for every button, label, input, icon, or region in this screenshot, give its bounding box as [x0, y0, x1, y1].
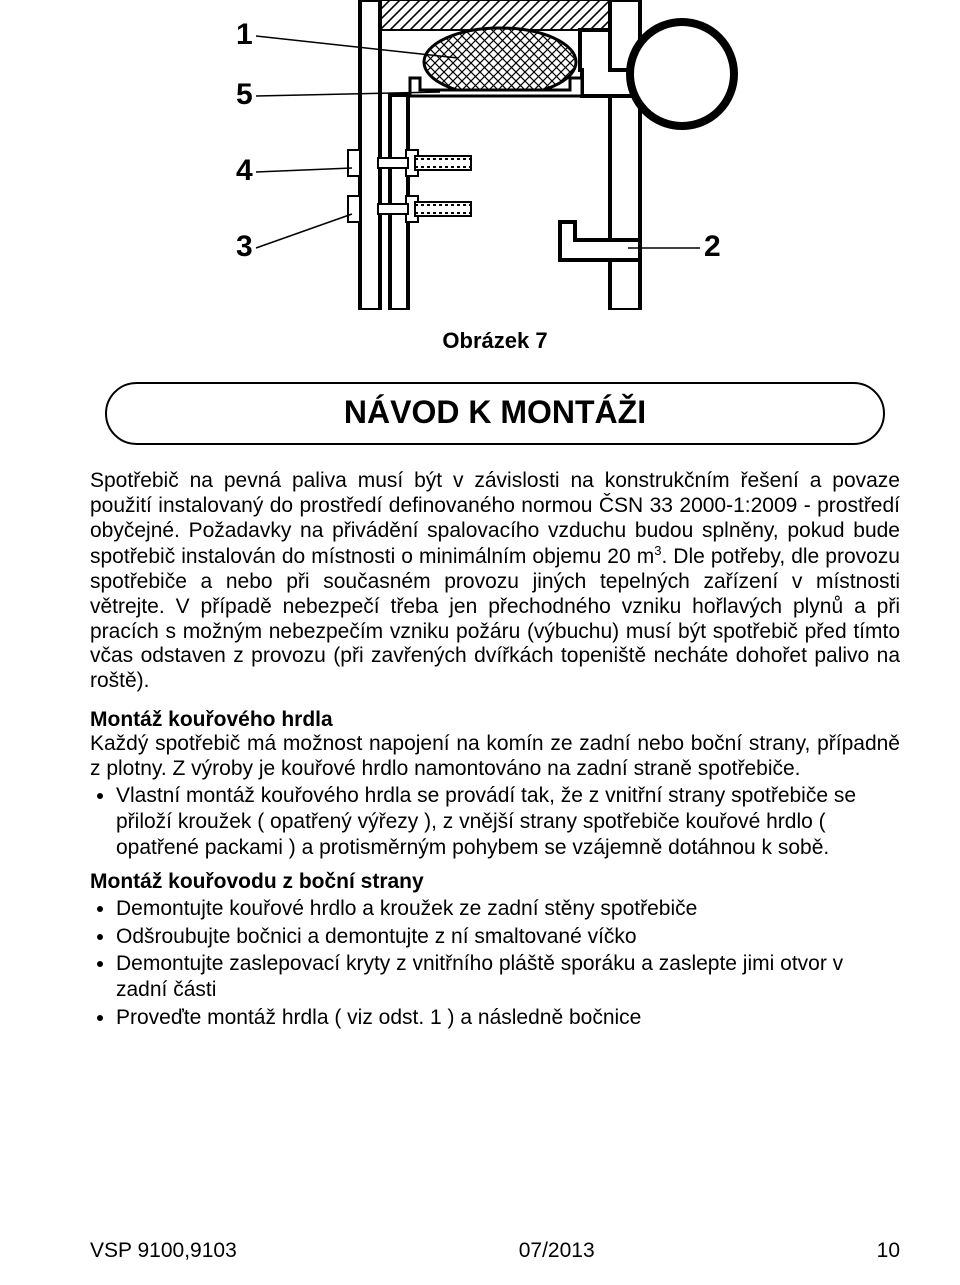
list-item: Vlastní montáž kouřového hrdla se provád…	[116, 783, 900, 860]
section-title: NÁVOD K MONTÁŽI	[105, 382, 885, 445]
figure-caption: Obrázek 7	[90, 328, 900, 354]
footer-center: 07/2013	[519, 1239, 595, 1263]
diagram-label-4: 4	[236, 154, 253, 187]
footer-right: 10	[877, 1239, 900, 1263]
list-item: Demontujte kouřové hrdlo a kroužek ze za…	[116, 896, 900, 922]
diagram-label-5: 5	[236, 78, 253, 111]
subheading-1: Montáž kouřového hrdla	[90, 708, 900, 732]
page: 1 5 4 3 2 Obrázek 7 NÁVOD K MONTÁŽI Spot…	[0, 0, 960, 1285]
bullet-list-1: Vlastní montáž kouřového hrdla se provád…	[90, 783, 900, 860]
list-item: Demontujte zaslepovací kryty z vnitřního…	[116, 951, 900, 1002]
intro-paragraph: Spotřebič na pevná paliva musí být v záv…	[90, 469, 900, 694]
bullet-list-2: Demontujte kouřové hrdlo a kroužek ze za…	[90, 896, 900, 1030]
diagram-label-2: 2	[704, 230, 721, 263]
list-item: Odšroubujte bočnici a demontujte z ní sm…	[116, 924, 900, 950]
figure-7-diagram: 1 5 4 3 2	[210, 0, 780, 310]
subheading-2: Montáž kouřovodu z boční strany	[90, 870, 900, 894]
footer-left: VSP 9100,9103	[90, 1239, 237, 1263]
diagram-label-3: 3	[236, 230, 253, 263]
diagram-svg: 1 5 4 3 2	[210, 0, 780, 310]
diagram-label-1: 1	[236, 18, 253, 51]
paragraph-2: Každý spotřebič má možnost napojení na k…	[90, 732, 900, 782]
page-footer: VSP 9100,9103 07/2013 10	[90, 1239, 900, 1263]
list-item: Proveďte montáž hrdla ( viz odst. 1 ) a …	[116, 1005, 900, 1031]
